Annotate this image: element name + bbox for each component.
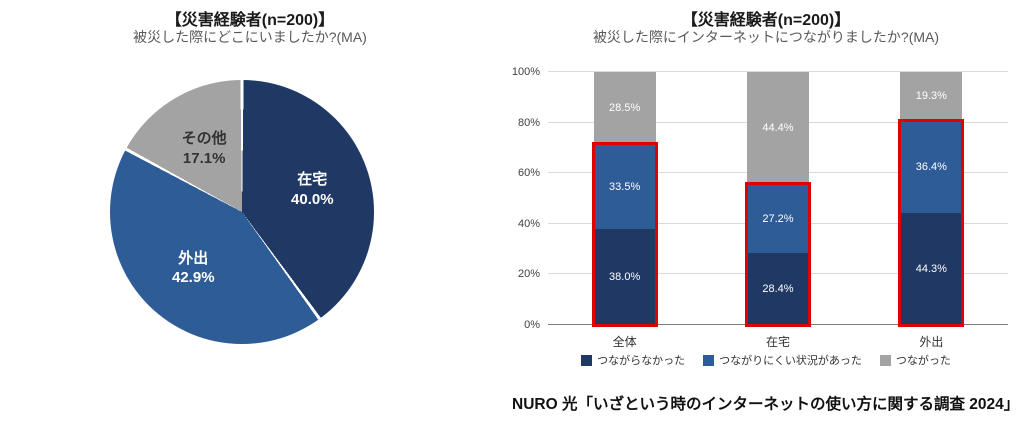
legend-label: つながらなかった xyxy=(597,355,686,367)
bar-value-label: 44.4% xyxy=(762,122,794,135)
bar-segment: 19.3% xyxy=(900,72,963,121)
bar-segment: 28.5% xyxy=(593,72,656,145)
bar-value-label: 38.0% xyxy=(609,270,641,283)
pie-slice-label: その他 17.1% xyxy=(144,129,264,168)
legend-item: つながりにくい状況があった xyxy=(703,352,862,368)
y-axis-tick: 0% xyxy=(524,319,540,331)
pie-slice-value: 40.0% xyxy=(291,190,334,208)
highlight-outline: 27.2% 28.4% xyxy=(745,182,811,327)
highlight-outline: 33.5% 38.0% xyxy=(592,142,658,327)
pie-chart xyxy=(110,80,374,344)
legend-item: つながった xyxy=(879,352,951,368)
legend-swatch xyxy=(879,354,891,366)
legend-swatch xyxy=(581,354,593,366)
pie-slice-name: 外出 xyxy=(178,249,209,267)
bar-value-label: 44.3% xyxy=(915,262,947,275)
bar-segment: 33.5% xyxy=(593,144,656,229)
bar-stack: 44.4% 27.2% 28.4% xyxy=(745,72,811,327)
bar-chart-y-axis: 0% 20% 40% 60% 80% 100% xyxy=(494,66,540,331)
bar-segment: 44.4% xyxy=(747,72,809,185)
bar-value-label: 36.4% xyxy=(915,160,947,173)
bar-value-label: 28.5% xyxy=(609,102,641,115)
bar-value-label: 28.4% xyxy=(762,283,794,296)
bar-segment: 44.3% xyxy=(900,212,963,325)
pie-slice-value: 17.1% xyxy=(182,149,226,167)
pie-chart-subtitle: 被災した際にどこにいましたか?(MA) xyxy=(133,29,367,45)
bar-chart-legend: つながらなかった つながりにくい状況があった つながった xyxy=(520,352,1012,368)
bar-chart-title: 【災害経験者(n=200)】 xyxy=(681,12,851,29)
y-axis-tick: 60% xyxy=(517,167,540,180)
pie-chart-title: 【災害経験者(n=200)】 xyxy=(165,12,335,29)
bar-stack: 28.5% 33.5% 38.0% xyxy=(592,72,658,327)
bar-value-label: 27.2% xyxy=(762,212,794,225)
bar-value-label: 33.5% xyxy=(609,180,641,193)
bar-segment: 36.4% xyxy=(900,120,963,213)
legend-label: つながりにくい状況があった xyxy=(719,355,862,367)
pie-slice-name: 在宅 xyxy=(297,171,328,189)
pie-slice-value: 42.9% xyxy=(172,269,215,287)
bar-stack: 19.3% 36.4% 44.3% xyxy=(898,72,964,327)
x-axis-label: 全体 xyxy=(612,335,637,349)
y-axis-tick: 40% xyxy=(517,217,540,230)
y-axis-tick: 20% xyxy=(517,268,540,281)
bar-value-label: 19.3% xyxy=(915,90,947,103)
y-axis-tick: 80% xyxy=(517,116,540,129)
pie-slice-label: 外出 42.9% xyxy=(133,249,253,288)
bar-chart-plot: 28.5% 33.5% 38.0% 44.4% 27.2% 28.4% 19.3% 36.4%… xyxy=(548,71,1008,327)
source-caption: NURO 光「いざという時のインターネットの使い方に関する調査 2024」 xyxy=(512,396,1020,413)
legend-label: つながった xyxy=(895,355,951,367)
legend-swatch xyxy=(703,354,715,366)
highlight-outline: 36.4% 44.3% xyxy=(898,119,964,327)
bar-segment: 38.0% xyxy=(593,228,656,325)
pie-slice-name: その他 xyxy=(181,130,227,148)
legend-item: つながらなかった xyxy=(581,352,685,368)
bar-segment: 27.2% xyxy=(747,184,809,254)
x-axis-label: 外出 xyxy=(919,335,944,349)
bar-chart-subtitle: 被災した際にインターネットにつながりましたか?(MA) xyxy=(592,29,940,45)
y-axis-tick: 100% xyxy=(511,66,540,78)
x-axis-label: 在宅 xyxy=(765,335,790,349)
bar-segment: 28.4% xyxy=(747,253,809,325)
pie-slice-label: 在宅 40.0% xyxy=(252,170,372,209)
gridline xyxy=(548,71,1008,72)
